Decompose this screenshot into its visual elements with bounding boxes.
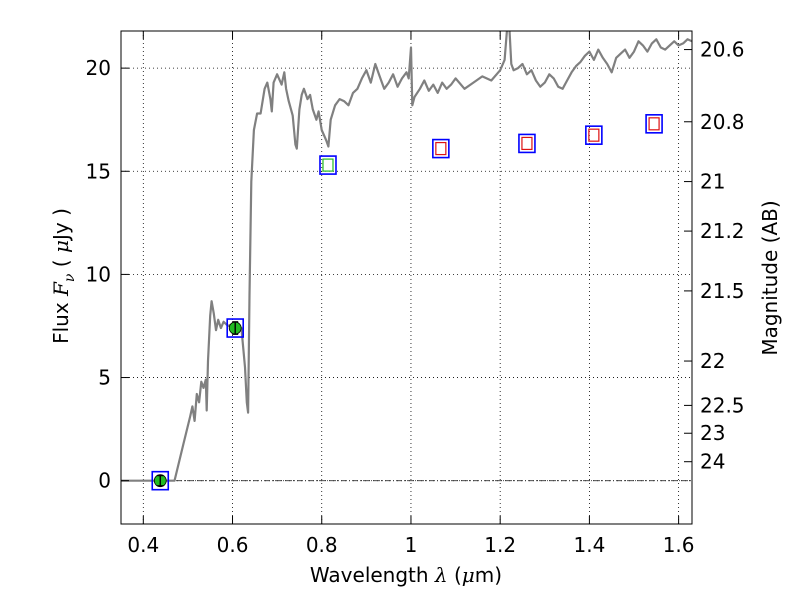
model-spectrum-line: [121, 31, 692, 482]
x-axis-label: Wavelength λ (μm): [310, 563, 502, 587]
x-axis: 0.4 0.6 0.8 1 1.2 1.4 1.6: [127, 31, 695, 557]
plot-frame: [120, 30, 693, 525]
y-axis-right-magnitude: 20.6 20.8 21 21.2 21.5 22 22.5 23 24: [684, 38, 745, 474]
y2-tick-label: 20.6: [700, 38, 745, 62]
grid: [121, 31, 692, 524]
model-flux-square: [226, 318, 244, 338]
model-flux-square: [151, 470, 170, 491]
model-flux-square: [585, 125, 603, 145]
y-tick-label: 5: [98, 366, 111, 390]
x-tick-label: 0.4: [127, 533, 159, 557]
x-tick-label: 1.2: [484, 533, 516, 557]
inner-flux-square: [322, 158, 334, 172]
y-tick-label: 0: [98, 469, 111, 493]
y2-tick-label: 24: [700, 450, 725, 474]
model-flux-square: [518, 133, 536, 154]
y2-tick-label: 21.2: [700, 219, 745, 243]
x-tick-label: 0.6: [217, 533, 249, 557]
inner-flux-square: [521, 136, 533, 151]
y2-tick-label: 22.5: [700, 393, 745, 417]
inner-flux-square: [588, 128, 600, 142]
y-tick-label: 15: [86, 159, 111, 183]
x-tick-label: 1.6: [663, 533, 695, 557]
y-axis-left: 0 5 10 15 20: [86, 56, 129, 493]
x-tick-label: 1.4: [573, 533, 605, 557]
x-tick-label: 0.8: [306, 533, 338, 557]
y2-tick-label: 21.5: [700, 279, 745, 303]
model-flux-square: [432, 138, 450, 159]
inner-flux-square: [435, 141, 447, 156]
y2-tick-label: 22: [700, 349, 725, 373]
y-tick-label: 10: [86, 262, 111, 286]
y-axis-label: Flux Fν ( μJy ): [49, 208, 78, 344]
model-flux-square: [645, 114, 663, 134]
model-flux-square: [319, 155, 337, 175]
y2-tick-label: 21: [700, 170, 725, 194]
x-tick-label: 1: [405, 533, 418, 557]
inner-flux-square: [648, 117, 660, 131]
y-tick-label: 20: [86, 56, 111, 80]
y2-axis-label: Magnitude (AB): [758, 200, 782, 355]
y2-tick-label: 23: [700, 421, 725, 445]
y2-tick-label: 20.8: [700, 110, 745, 134]
plot-content: [121, 31, 692, 491]
